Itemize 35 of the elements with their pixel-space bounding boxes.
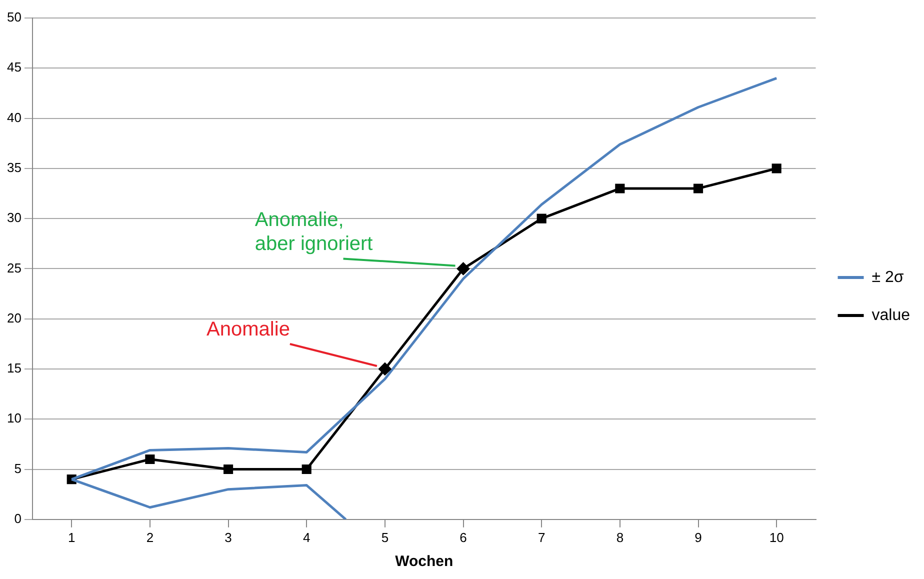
- point: [693, 184, 704, 194]
- y-tick-label: 10: [6, 410, 22, 426]
- x-tick-label: 6: [460, 530, 467, 545]
- x-tick-label: 8: [616, 530, 624, 545]
- x-tick-label: 4: [302, 530, 310, 545]
- point: [302, 464, 312, 474]
- y-tick-label: 15: [6, 360, 22, 376]
- y-tick-label: 0: [14, 510, 22, 526]
- y-tick-label: 45: [6, 60, 22, 75]
- point: [772, 164, 782, 174]
- point: [145, 454, 155, 464]
- y-tick-label: 35: [6, 160, 22, 175]
- y-tick-label: 50: [6, 10, 22, 25]
- y-tick-label: 30: [6, 210, 22, 226]
- x-tick-label: 5: [381, 530, 389, 545]
- y-tick-label: 25: [6, 260, 22, 276]
- legend-label: ± 2σ: [872, 268, 904, 286]
- x-tick-label: 1: [68, 530, 76, 545]
- point: [223, 464, 234, 474]
- x-tick-label: 7: [538, 530, 546, 545]
- y-tick-label: 20: [6, 310, 22, 326]
- x-tick-label: 9: [694, 530, 702, 545]
- x-tick-label: 3: [224, 530, 232, 545]
- point: [536, 214, 546, 224]
- x-tick-label: 2: [146, 530, 154, 545]
- y-tick-label: 40: [6, 110, 22, 125]
- x-axis-title: Wochen: [395, 553, 454, 570]
- point: [378, 362, 392, 376]
- y-tick-label: 5: [14, 460, 22, 476]
- point: [615, 184, 625, 194]
- legend-label: value: [872, 306, 910, 324]
- x-tick-label: 10: [769, 530, 784, 545]
- annotation: Anomalie, aber ignoriert: [254, 209, 374, 256]
- annotation: Anomalie: [206, 318, 290, 340]
- point: [456, 262, 470, 276]
